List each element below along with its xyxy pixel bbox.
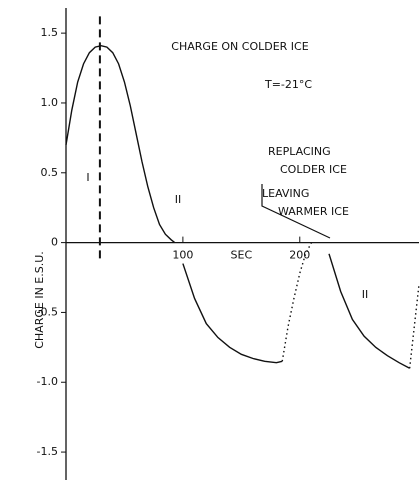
y-axis-label: CHARGE IN E.S.U. <box>33 251 46 349</box>
y-tick-label: -0.5 <box>37 305 58 318</box>
annotation: WARMER ICE <box>278 205 349 218</box>
annotation: I <box>86 171 89 184</box>
line-series <box>408 284 420 369</box>
x-axis-label: SEC <box>231 249 253 262</box>
line-series <box>182 263 283 364</box>
y-tick-label: 0 <box>51 236 58 249</box>
y-tick-label: 0.5 <box>41 166 59 179</box>
annotation: LEAVING <box>262 187 309 200</box>
annotation: II <box>175 193 182 206</box>
annotation: REPLACING <box>268 145 331 158</box>
y-tick-label: 1.0 <box>41 96 59 109</box>
line-series <box>328 253 410 369</box>
x-tick-label: 100 <box>172 249 193 262</box>
y-tick-label: 1.5 <box>41 26 59 39</box>
chart-title: CHARGE ON COLDER ICE <box>171 40 308 53</box>
annotation: COLDER ICE <box>280 163 347 176</box>
y-tick-label: -1.5 <box>37 445 58 458</box>
y-tick-label: -1.0 <box>37 375 58 388</box>
line-series <box>281 242 313 362</box>
annotation-pointer <box>261 184 331 239</box>
x-tick-label: 200 <box>289 249 310 262</box>
annotation: II <box>362 288 369 301</box>
line-series <box>65 44 176 244</box>
annotation: T=-21°C <box>264 78 312 91</box>
